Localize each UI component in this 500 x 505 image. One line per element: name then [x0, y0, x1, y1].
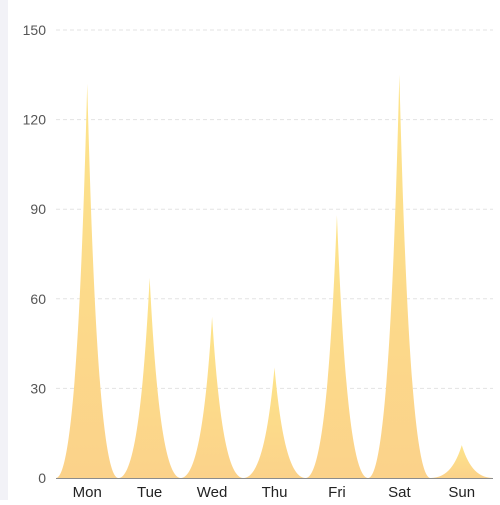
bar-thu[interactable]: [243, 367, 306, 478]
x-axis-tick-labels: Mon Tue Wed Thu Fri Sat Sun: [73, 484, 476, 501]
x-tick-label-wed: Wed: [197, 484, 228, 500]
x-tick-label-fri: Fri: [328, 484, 346, 500]
y-tick-label: 60: [30, 291, 46, 307]
y-tick-label: 150: [23, 22, 47, 38]
y-tick-label: 90: [30, 201, 46, 217]
bar-sat[interactable]: [368, 74, 431, 479]
y-tick-label: 120: [23, 112, 47, 128]
x-tick-label-mon: Mon: [73, 484, 102, 500]
bar-fri[interactable]: [305, 215, 369, 478]
x-tick-label-sat: Sat: [388, 484, 411, 500]
y-tick-label: 0: [38, 470, 46, 486]
bar-sun[interactable]: [430, 445, 493, 478]
x-tick-label-sun: Sun: [448, 484, 475, 500]
side-strip: [0, 0, 8, 500]
x-tick-label-thu: Thu: [262, 484, 288, 500]
bar-wed[interactable]: [180, 316, 244, 478]
bars: [56, 74, 493, 479]
bar-tue[interactable]: [118, 277, 181, 478]
x-tick-label-tue: Tue: [137, 484, 162, 500]
bar-mon[interactable]: [56, 83, 119, 478]
grid-lines: [56, 29, 493, 389]
y-axis-tick-labels: 0 30 60 90 120 150: [23, 22, 47, 486]
y-tick-label: 30: [30, 380, 46, 396]
